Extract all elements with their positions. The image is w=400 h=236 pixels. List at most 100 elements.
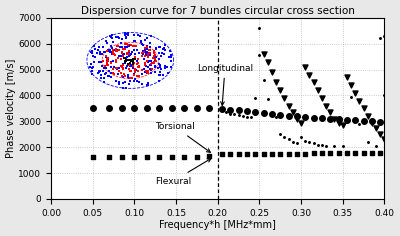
Point — [96, 60, 102, 64]
Point — [369, 121, 375, 124]
Point — [360, 151, 367, 155]
Point — [137, 40, 144, 44]
Point — [157, 73, 164, 77]
Point — [126, 54, 132, 57]
Point — [302, 65, 308, 69]
Point — [122, 62, 128, 65]
Point — [144, 71, 150, 75]
Point — [138, 42, 145, 46]
Point — [360, 119, 367, 123]
Point — [126, 44, 132, 47]
Point — [98, 76, 104, 80]
Point — [167, 49, 173, 53]
Point — [273, 80, 279, 84]
Point — [145, 54, 151, 58]
Point — [319, 96, 325, 100]
Point — [132, 52, 138, 55]
Point — [110, 67, 116, 71]
Point — [153, 46, 159, 50]
Point — [105, 56, 112, 59]
Point — [109, 52, 115, 56]
Point — [260, 52, 267, 56]
Point — [128, 58, 134, 62]
Point — [277, 113, 284, 117]
Point — [122, 45, 128, 48]
Point — [114, 67, 120, 71]
Point — [108, 46, 115, 50]
Point — [100, 59, 106, 63]
Point — [116, 45, 123, 49]
Point — [140, 50, 146, 54]
Point — [290, 110, 296, 114]
Point — [102, 65, 108, 68]
Point — [120, 86, 126, 90]
Point — [377, 151, 384, 155]
Point — [108, 44, 114, 47]
Point — [109, 36, 115, 39]
Point — [125, 51, 132, 55]
Point — [219, 152, 225, 156]
Point — [114, 44, 120, 48]
Point — [144, 45, 151, 49]
Point — [111, 52, 117, 56]
Point — [118, 65, 125, 69]
Point — [126, 82, 132, 86]
Point — [148, 67, 155, 71]
Point — [223, 110, 229, 114]
Point — [125, 44, 132, 47]
Point — [244, 115, 250, 118]
Point — [127, 79, 134, 82]
Point — [260, 152, 267, 156]
Point — [281, 135, 288, 139]
Point — [96, 45, 103, 49]
Point — [139, 82, 146, 85]
Point — [310, 152, 317, 155]
Point — [122, 61, 128, 64]
Point — [133, 44, 139, 48]
Point — [97, 74, 104, 77]
Point — [360, 106, 367, 110]
Point — [100, 69, 106, 72]
Point — [142, 46, 148, 50]
Point — [125, 63, 132, 67]
Point — [344, 75, 350, 79]
Point — [120, 56, 127, 60]
Point — [140, 57, 147, 60]
Point — [89, 66, 95, 70]
Point — [142, 63, 149, 67]
Point — [364, 114, 371, 118]
Point — [356, 99, 363, 102]
Point — [140, 53, 147, 56]
Point — [110, 71, 116, 75]
Point — [248, 115, 254, 119]
Point — [118, 64, 124, 68]
Point — [103, 55, 110, 59]
Point — [130, 59, 136, 62]
Point — [151, 49, 157, 53]
Point — [125, 75, 132, 78]
Point — [152, 66, 158, 69]
Point — [130, 44, 136, 48]
Point — [113, 35, 120, 39]
Point — [144, 48, 150, 51]
Point — [112, 58, 119, 62]
Point — [373, 126, 379, 130]
Point — [120, 63, 126, 67]
Point — [130, 48, 137, 52]
Point — [128, 59, 134, 62]
Point — [90, 65, 97, 69]
Point — [128, 52, 135, 55]
Point — [344, 118, 350, 122]
Point — [352, 118, 358, 122]
Point — [136, 74, 142, 78]
Point — [167, 53, 174, 57]
Point — [86, 66, 93, 69]
Point — [148, 69, 154, 72]
Text: Longitudinal: Longitudinal — [197, 64, 253, 105]
Point — [156, 63, 163, 67]
Point — [123, 58, 130, 61]
Point — [106, 155, 112, 159]
Point — [125, 58, 131, 62]
Point — [128, 50, 135, 54]
Point — [103, 39, 109, 43]
